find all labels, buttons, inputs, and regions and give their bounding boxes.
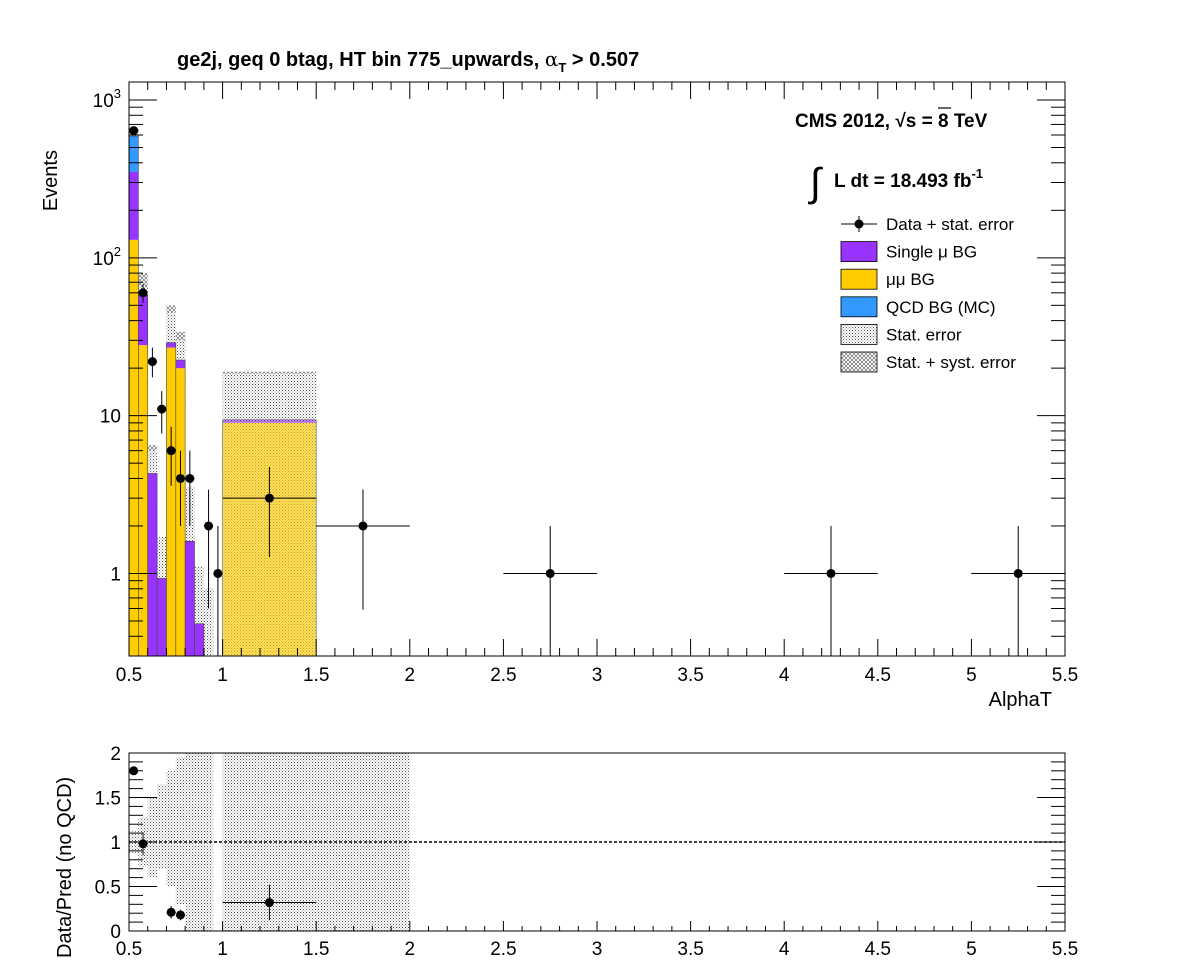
legend-label-mumu: μμ BG	[886, 270, 935, 289]
integral-sign: ∫	[808, 161, 824, 205]
bottom-x-ticks: 0.5 1 1.5 2 2.5 3 3.5 4 4.5 5 5.5	[116, 921, 1078, 960]
top-y-tick-label-1: 10	[100, 407, 121, 428]
single-mu-bar-0	[129, 171, 139, 240]
stat-error-band-8	[203, 588, 214, 656]
top-x-axis-title: AlphaT	[989, 689, 1052, 711]
bottom-y-axis-title: Data/Pred (no QCD)	[54, 777, 76, 958]
bottom-x-tick-label-2: 1.5	[303, 939, 329, 960]
legend-swatch-stat	[840, 323, 878, 345]
data-point-0	[129, 126, 139, 136]
top-x-tick-label-9: 5	[966, 665, 977, 686]
top-y-axis-title: Events	[40, 150, 62, 211]
single-mu-bar-3	[157, 578, 167, 656]
lumi-label: L dt = 18.493 fb-1	[834, 166, 983, 192]
mumu-bar-1	[138, 345, 148, 656]
bottom-panel: 0.5 1 1.5 2 2.5 3 3.5 4 4.5 5 5.5 00.511.52 Data/P…	[54, 744, 1078, 960]
top-x-tick-label-2: 1.5	[303, 665, 329, 686]
legend-swatch-qcd	[840, 296, 878, 318]
ratio-point-4	[264, 898, 274, 908]
qcd-bar-0	[129, 136, 139, 172]
bottom-y-tick-label-0: 0	[110, 922, 121, 943]
ratio-point-3	[175, 910, 185, 920]
bottom-x-tick-label-9: 5	[966, 939, 977, 960]
top-x-tick-label-1: 1	[217, 665, 228, 686]
data-point-11	[545, 568, 555, 578]
legend-label-data: Data + stat. error	[886, 215, 1014, 234]
ratio-point-2	[166, 907, 176, 917]
top-x-tick-label-10: 5.5	[1052, 665, 1078, 686]
cms-label: CMS 2012, √s = 8 TeV	[795, 111, 988, 132]
data-points	[129, 126, 1065, 656]
data-point-8	[213, 568, 223, 578]
bottom-y-tick-label-1: 0.5	[95, 878, 121, 899]
legend-label-statsyst: Stat. + syst. error	[886, 353, 1016, 372]
data-point-10	[358, 521, 368, 531]
top-x-tick-label-0: 0.5	[116, 665, 142, 686]
data-point-12	[826, 568, 836, 578]
ratio-error-band-2	[147, 797, 158, 878]
data-point-2	[147, 357, 157, 367]
top-x-tick-label-7: 4	[779, 665, 790, 686]
top-y-tick-label-2: 102	[93, 244, 121, 270]
single-mu-bar-6	[185, 541, 195, 656]
bottom-x-tick-label-5: 3	[592, 939, 603, 960]
bottom-x-tick-label-7: 4	[779, 939, 790, 960]
bottom-x-tick-label-4: 2.5	[490, 939, 516, 960]
bottom-y-ticks: 0 0.5 1 1.5 2	[95, 744, 1065, 943]
legend-label-single_mu: Single μ BG	[886, 243, 977, 262]
legend-swatch-mumu	[840, 268, 878, 290]
chart-title: ge2j, geq 0 btag, HT bin 775_upwards, αT…	[177, 47, 639, 75]
data-point-4	[166, 446, 176, 456]
legend-swatch-single_mu	[840, 241, 878, 263]
single-mu-bar-2	[147, 473, 158, 656]
bottom-y-tick-label-3: 1.5	[95, 789, 121, 810]
data-point-5	[175, 473, 185, 483]
single-mu-bar-4	[166, 342, 176, 348]
ratio-error-band-3	[157, 784, 167, 869]
top-x-tick-label-3: 2	[405, 665, 416, 686]
legend: Data + stat. error Single μ BG μμ BG QCD BG…	[840, 215, 1016, 373]
single-mu-bar-5	[175, 360, 186, 369]
single-mu-bar-7	[194, 623, 204, 656]
top-panel: 0.5 1 1.5 2 2.5 3 3.5 4 4.5 5 5.5 1 10 102 103 AlphaT…	[40, 81, 1078, 711]
data-point-13	[1013, 568, 1023, 578]
top-y-ticks: 1 10 102 103	[93, 86, 1065, 657]
top-x-tick-label-4: 2.5	[490, 665, 516, 686]
bottom-y-tick-label-2: 1	[110, 833, 121, 854]
bottom-x-tick-label-0: 0.5	[116, 939, 142, 960]
stat-error-band-7	[194, 566, 204, 656]
ratio-error-band-4	[166, 770, 176, 887]
bottom-x-tick-label-6: 3.5	[677, 939, 703, 960]
bottom-x-tick-label-1: 1	[217, 939, 228, 960]
data-point-1	[138, 288, 148, 298]
mumu-bar-0	[129, 239, 139, 656]
bottom-x-tick-label-8: 4.5	[865, 939, 891, 960]
data-point-7	[204, 521, 214, 531]
mumu-bar-4	[166, 347, 176, 656]
ratio-point-1	[138, 839, 148, 849]
ratio-error-band-5	[175, 757, 186, 905]
data-point-6	[185, 473, 195, 483]
top-y-tick-label-0: 1	[110, 564, 121, 585]
bottom-x-tick-label-10: 5.5	[1052, 939, 1078, 960]
single-mu-bar-1	[138, 295, 148, 346]
legend-label-stat: Stat. error	[886, 325, 962, 344]
bottom-x-tick-label-3: 2	[405, 939, 416, 960]
top-x-tick-label-5: 3	[592, 665, 603, 686]
top-y-tick-label-3: 103	[93, 86, 121, 112]
top-x-ticks: 0.5 1 1.5 2 2.5 3 3.5 4 4.5 5 5.5	[116, 82, 1078, 686]
legend-data-marker	[854, 219, 864, 229]
legend-label-qcd: QCD BG (MC)	[886, 298, 996, 317]
top-x-tick-label-8: 4.5	[865, 665, 891, 686]
top-x-tick-label-6: 3.5	[677, 665, 703, 686]
legend-swatch-statsyst	[840, 351, 878, 373]
bottom-y-tick-label-4: 2	[110, 744, 121, 765]
data-point-3	[157, 404, 167, 414]
ratio-error-band-8	[203, 753, 214, 931]
data-point-9	[264, 493, 274, 503]
